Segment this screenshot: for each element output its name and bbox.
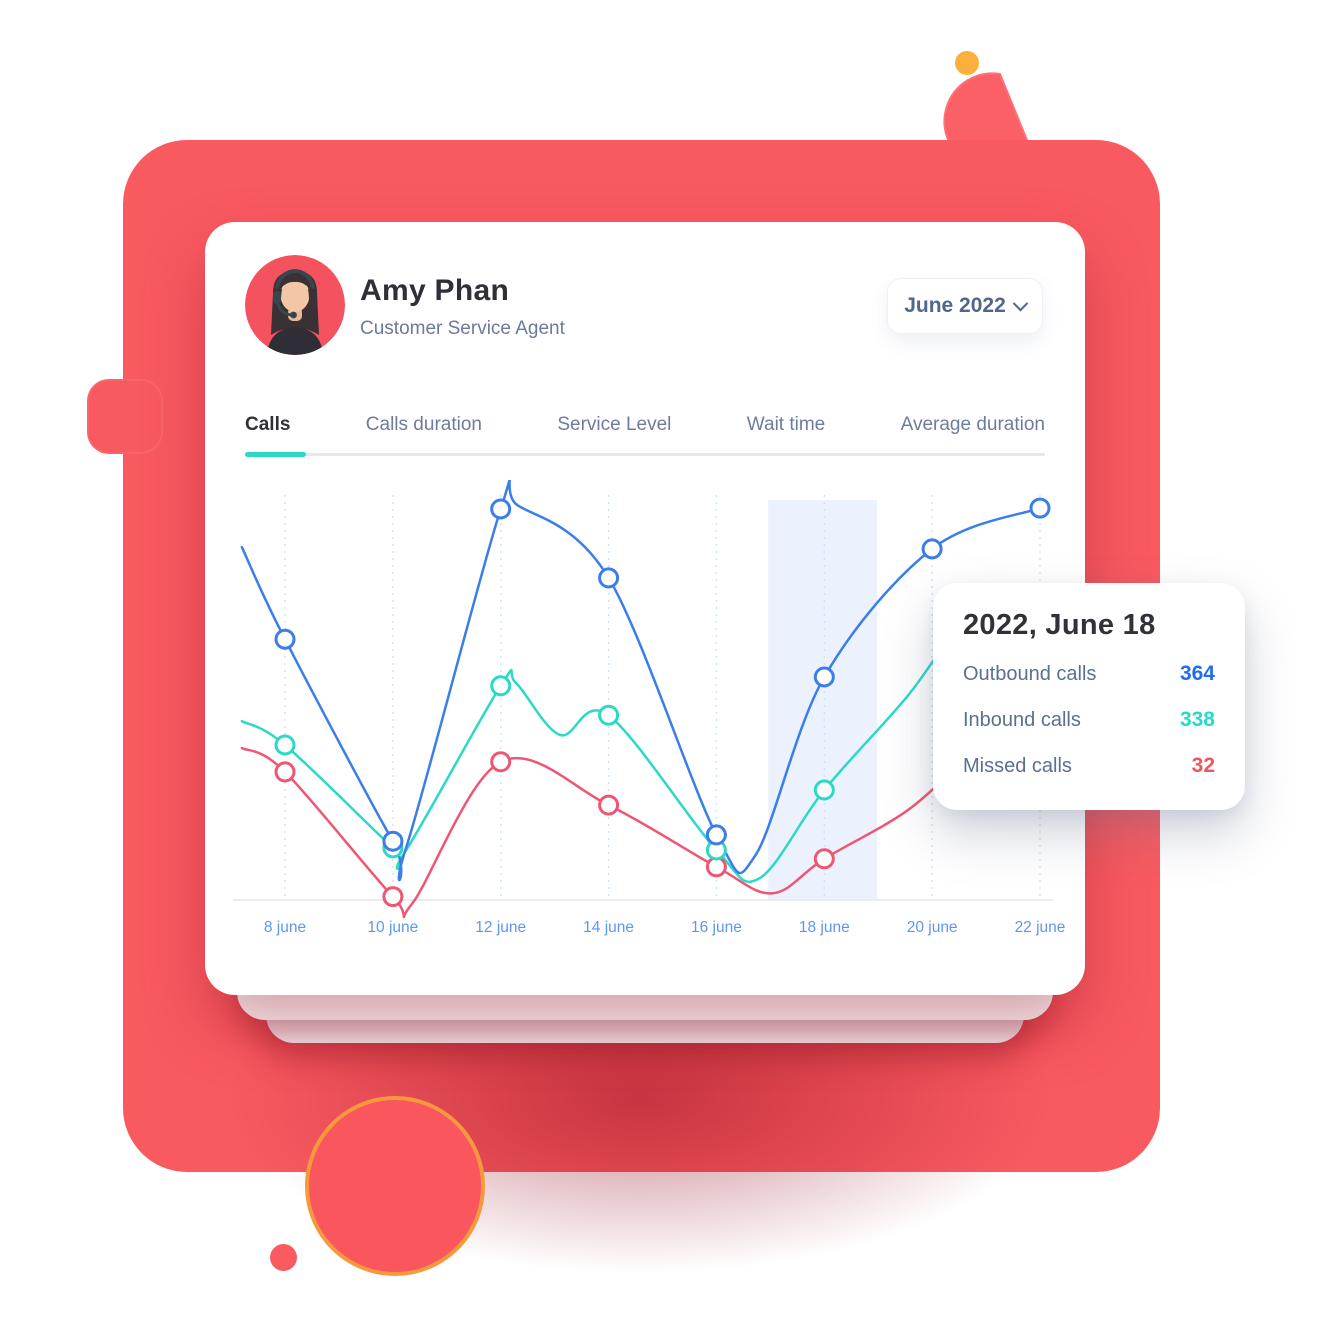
yellow-dot-decoration [955,51,979,75]
tooltip-row-value: 338 [1179,708,1215,731]
data-point-marker[interactable] [921,538,943,560]
tabs-divider [245,452,1045,457]
red-small-square-decoration [87,379,163,454]
tab-wait-time[interactable]: Wait time [746,414,826,435]
data-point-marker[interactable] [598,794,620,816]
tooltip-row-value: 32 [1191,754,1215,777]
data-point-marker[interactable] [705,824,727,846]
chart-tooltip: 2022, June 18 Outbound calls 364 Inbound c… [933,583,1245,810]
data-point-marker[interactable] [598,704,620,726]
calls-chart-canvas[interactable]: 8 june 10 june 12 june 14 june 16 june 18 jun… [205,480,1085,950]
tooltip-title: 2022, June 18 [963,609,1156,641]
tooltip-row-label: Missed calls [963,754,1072,777]
tooltip-rows: Outbound calls 364 Inbound calls 338 Missed … [963,659,1215,781]
tab-service-level[interactable]: Service Level [557,414,672,435]
data-point-marker[interactable] [274,761,296,783]
x-axis-label: 20 june [907,919,958,936]
data-point-marker[interactable] [382,886,404,908]
tooltip-row: Inbound calls 338 [963,705,1215,735]
agent-name: Amy Phan [360,274,510,307]
orange-ring-circle-decoration [305,1096,485,1276]
x-axis-label: 22 june [1015,919,1066,936]
data-point-marker[interactable] [490,751,512,773]
period-selector-button[interactable]: June 2022 [887,278,1043,334]
data-point-marker[interactable] [813,779,835,801]
data-point-marker[interactable] [490,498,512,520]
highlight-band [768,500,878,900]
agent-role: Customer Service Agent [360,318,565,339]
tooltip-row: Outbound calls 364 [963,659,1215,689]
active-tab-indicator [245,452,306,457]
tooltip-row-label: Outbound calls [963,662,1097,685]
data-point-marker[interactable] [274,734,296,756]
data-point-marker[interactable] [813,848,835,870]
data-point-marker[interactable] [490,675,512,697]
avatar [245,255,345,355]
x-axis-label: 14 june [583,919,634,936]
x-axis-label: 18 june [799,919,850,936]
x-axis-label: 12 june [475,919,526,936]
series-line-missed-calls [240,746,972,919]
data-point-marker[interactable] [1029,497,1051,519]
x-axis-label: 8 june [264,919,306,936]
data-point-marker[interactable] [813,666,835,688]
red-dot-decoration [270,1244,297,1271]
tab-calls-duration[interactable]: Calls duration [365,414,482,435]
agent-photo-illustration [245,255,345,355]
tabs-bar: Calls Calls duration Service Level Wait tim… [245,414,1045,457]
period-selector-label: June 2022 [904,294,1006,317]
tab-calls[interactable]: Calls [245,414,291,435]
chevron-down-icon [1012,295,1029,311]
data-point-marker[interactable] [382,830,404,852]
tabs: Calls Calls duration Service Level Wait tim… [245,414,1045,436]
dashboard-card: Amy Phan Customer Service Agent June 202… [205,222,1245,995]
data-point-marker[interactable] [274,628,296,650]
x-axis-label: 16 june [691,919,742,936]
data-point-marker[interactable] [598,567,620,589]
tab-average-duration[interactable]: Average duration [900,414,1045,435]
x-axis-label: 10 june [367,919,418,936]
tooltip-row-value: 364 [1179,662,1215,685]
tooltip-row: Missed calls 32 [963,751,1215,781]
tooltip-row-label: Inbound calls [963,708,1081,731]
calls-chart[interactable]: 8 june 10 june 12 june 14 june 16 june 18 jun… [205,480,1085,950]
